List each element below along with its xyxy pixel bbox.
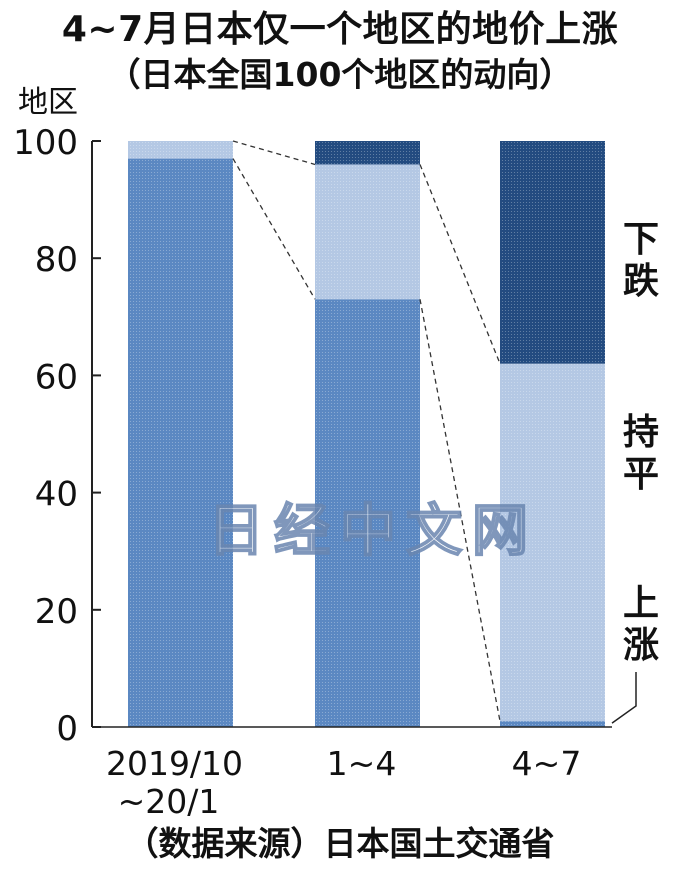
bar-texture-flat-1	[315, 164, 420, 299]
connector-line-0-0	[233, 159, 315, 300]
bar-texture-rise-2	[500, 721, 605, 727]
chart-subtitle: （日本全国100个地区的动向）	[0, 54, 680, 96]
x-tick-label-0-line2: ~20/1	[118, 782, 220, 821]
title-block: 4~7月日本仅一个地区的地价上涨 （日本全国100个地区的动向）	[0, 8, 680, 96]
rise-leader-line	[612, 672, 636, 723]
legend-label-fall-1: 跌	[623, 261, 659, 302]
connector-line-0-1	[233, 141, 315, 164]
chart-title: 4~7月日本仅一个地区的地价上涨	[0, 8, 680, 52]
bar-texture-fall-2	[500, 141, 605, 364]
x-tick-label-1: 1~4	[327, 744, 397, 783]
bar-texture-fall-1	[315, 141, 420, 164]
bar-texture-rise-0	[128, 159, 233, 727]
y-tick-label-0: 0	[56, 709, 78, 749]
legend-label-flat-0: 持	[623, 412, 659, 453]
y-tick-label-80: 80	[35, 240, 78, 280]
legend-label-rise-0: 上	[623, 583, 659, 624]
bar-texture-flat-0	[128, 141, 233, 159]
legend-label-fall-0: 下	[623, 219, 659, 260]
y-tick-label-60: 60	[35, 357, 78, 397]
y-tick-label-40: 40	[35, 475, 78, 515]
connector-line-1-1	[420, 164, 500, 363]
x-tick-label-2: 4~7	[512, 744, 582, 783]
source-note: （数据来源）日本国土交通省	[0, 822, 680, 866]
y-tick-label-100: 100	[13, 123, 78, 163]
legend-label-rise-1: 涨	[623, 625, 659, 666]
texture-layer	[128, 141, 605, 727]
y-tick-label-20: 20	[35, 592, 78, 632]
x-tick-label-0: 2019/10	[106, 744, 243, 783]
watermark-logo: 日经中文网	[168, 486, 578, 567]
legend-label-flat-1: 平	[623, 454, 659, 495]
